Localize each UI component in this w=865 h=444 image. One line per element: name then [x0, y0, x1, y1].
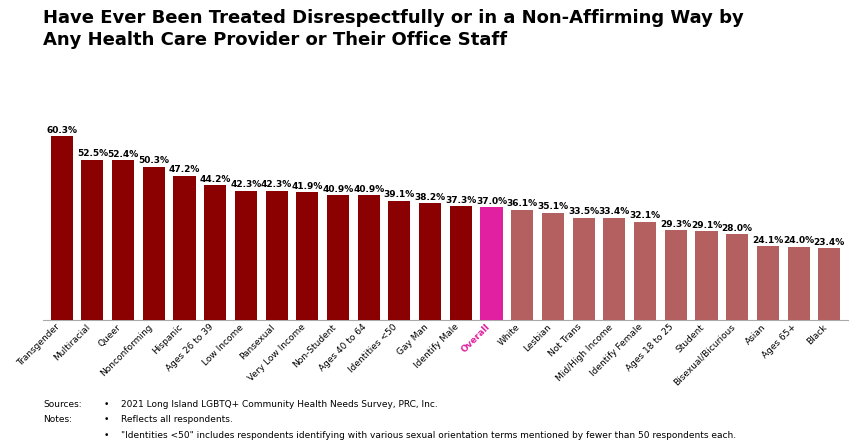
Bar: [327, 195, 349, 320]
Text: Reflects all respondents.: Reflects all respondents.: [121, 415, 233, 424]
Bar: [450, 206, 472, 320]
Bar: [603, 218, 625, 320]
Bar: [511, 210, 534, 320]
Text: 33.5%: 33.5%: [568, 207, 599, 216]
Text: 42.3%: 42.3%: [261, 180, 292, 190]
Bar: [634, 222, 657, 320]
Text: 44.2%: 44.2%: [200, 174, 231, 183]
Bar: [174, 176, 195, 320]
Bar: [757, 246, 778, 320]
Bar: [695, 231, 717, 320]
Text: 28.0%: 28.0%: [721, 224, 753, 233]
Text: 35.1%: 35.1%: [537, 202, 568, 211]
Text: 37.0%: 37.0%: [476, 197, 507, 206]
Bar: [234, 191, 257, 320]
Text: 38.2%: 38.2%: [414, 193, 445, 202]
Bar: [541, 213, 564, 320]
Text: 36.1%: 36.1%: [507, 199, 538, 208]
Text: 24.0%: 24.0%: [783, 236, 814, 245]
Text: •: •: [104, 400, 109, 408]
Text: 37.3%: 37.3%: [445, 196, 477, 205]
Text: Sources:: Sources:: [43, 400, 82, 408]
Text: 52.4%: 52.4%: [107, 150, 138, 159]
Bar: [112, 160, 134, 320]
Text: Notes:: Notes:: [43, 415, 73, 424]
Bar: [419, 203, 441, 320]
Text: 29.3%: 29.3%: [660, 220, 691, 229]
Text: 23.4%: 23.4%: [814, 238, 845, 247]
Bar: [726, 234, 748, 320]
Bar: [388, 201, 411, 320]
Text: 33.4%: 33.4%: [599, 207, 630, 217]
Text: 2021 Long Island LGBTQ+ Community Health Needs Survey, PRC, Inc.: 2021 Long Island LGBTQ+ Community Health…: [121, 400, 438, 408]
Bar: [204, 185, 227, 320]
Bar: [296, 192, 318, 320]
Text: 39.1%: 39.1%: [384, 190, 415, 199]
Text: 47.2%: 47.2%: [169, 166, 200, 174]
Text: 60.3%: 60.3%: [46, 126, 77, 135]
Text: 50.3%: 50.3%: [138, 156, 170, 165]
Bar: [787, 246, 810, 320]
Text: 29.1%: 29.1%: [691, 221, 722, 230]
Text: 32.1%: 32.1%: [630, 211, 661, 220]
Text: 52.5%: 52.5%: [77, 149, 108, 159]
Bar: [266, 191, 288, 320]
Bar: [357, 195, 380, 320]
Text: "Identities <50" includes respondents identifying with various sexual orientatio: "Identities <50" includes respondents id…: [121, 431, 736, 440]
Bar: [480, 207, 503, 320]
Text: 24.1%: 24.1%: [753, 236, 784, 245]
Bar: [81, 160, 104, 320]
Text: 41.9%: 41.9%: [292, 182, 323, 190]
Text: 40.9%: 40.9%: [323, 185, 354, 194]
Bar: [664, 230, 687, 320]
Bar: [818, 249, 840, 320]
Text: Have Ever Been Treated Disrespectfully or in a Non-Affirming Way by
Any Health C: Have Ever Been Treated Disrespectfully o…: [43, 9, 744, 49]
Text: •: •: [104, 415, 109, 424]
Text: 40.9%: 40.9%: [353, 185, 384, 194]
Text: •: •: [104, 431, 109, 440]
Text: 42.3%: 42.3%: [230, 180, 261, 190]
Bar: [143, 166, 165, 320]
Bar: [573, 218, 595, 320]
Bar: [51, 136, 73, 320]
